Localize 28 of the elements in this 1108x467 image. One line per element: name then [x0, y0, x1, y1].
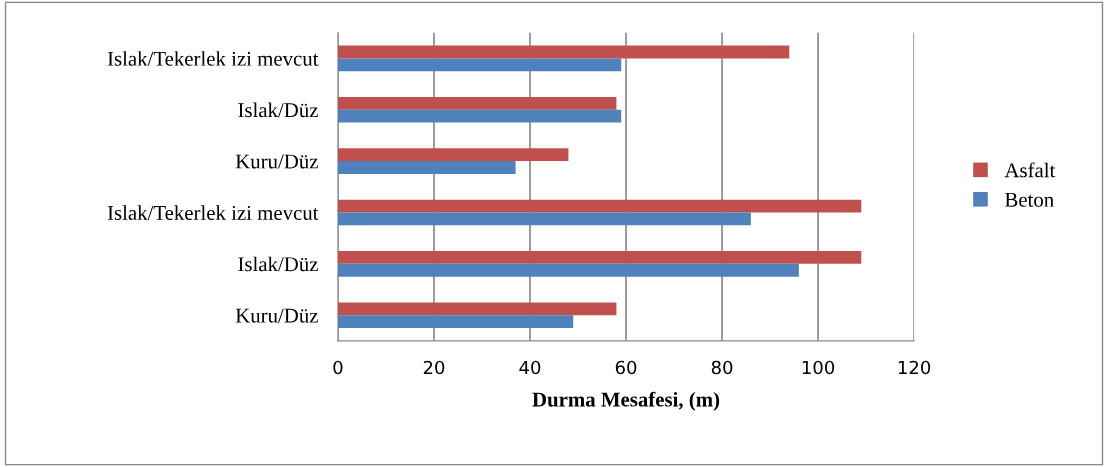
y-tick-label: Islak/Düz: [238, 102, 318, 118]
y-tick-label: Islak/Düz: [238, 256, 318, 272]
x-tick-label: 60: [615, 360, 637, 375]
bar: [337, 148, 569, 162]
y-tick-label: Islak/Tekerlek izi mevcut: [107, 51, 319, 66]
y-tick-label: Kuru/Düz: [235, 308, 318, 323]
x-tick-label: 40: [519, 360, 541, 375]
bar: [337, 199, 862, 213]
x-axis-title: Durma Mesafesi, (m): [532, 391, 720, 411]
bar: [337, 161, 516, 174]
y-tick-label: Islak/Tekerlek izi mevcut: [107, 205, 319, 220]
bar: [337, 302, 617, 316]
bar: [337, 109, 622, 123]
x-tick-label: 120: [898, 360, 931, 375]
legend-label: Beton: [1005, 192, 1054, 207]
bar: [337, 96, 617, 110]
bar: [337, 263, 799, 277]
x-tick-label: 100: [802, 360, 835, 375]
x-tick-label: 20: [423, 360, 445, 375]
legend-label: Asfalt: [1004, 162, 1056, 178]
bar: [337, 212, 751, 226]
bar: [337, 315, 574, 329]
y-tick-label: Kuru/Düz: [235, 154, 318, 169]
bar: [337, 58, 622, 72]
x-tick-label: 0: [333, 360, 343, 375]
bar: [337, 45, 790, 59]
x-tick-label: 80: [711, 360, 733, 375]
bar: [337, 251, 862, 264]
